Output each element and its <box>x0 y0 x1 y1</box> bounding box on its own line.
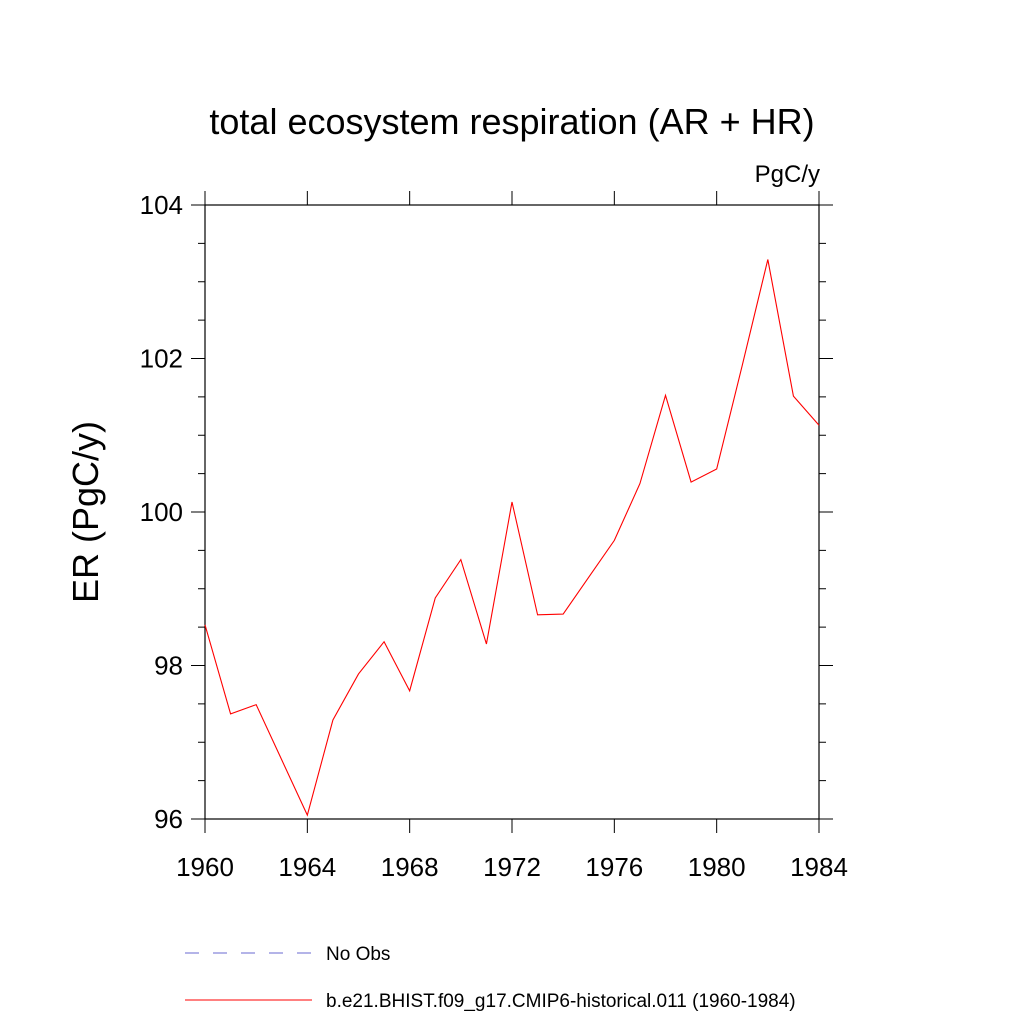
y-tick-label: 100 <box>140 497 183 527</box>
y-tick-label: 104 <box>140 190 183 220</box>
series-group <box>204 259 820 817</box>
y-tick-label: 98 <box>154 651 183 681</box>
x-tick-label: 1980 <box>688 852 746 882</box>
y-tick-labels: 96 98 100 102 104 <box>140 190 183 834</box>
series-line <box>204 259 820 817</box>
x-tick-labels: 1960 1964 1968 1972 1976 1980 1984 <box>176 852 848 882</box>
legend: No Obs b.e21.BHIST.f09_g17.CMIP6-histori… <box>185 944 796 1012</box>
x-tick-label: 1972 <box>483 852 541 882</box>
legend-label-model: b.e21.BHIST.f09_g17.CMIP6-historical.011… <box>326 991 796 1012</box>
x-tick-label: 1960 <box>176 852 234 882</box>
axis-ticks <box>191 191 833 833</box>
x-tick-label: 1968 <box>381 852 439 882</box>
y-tick-label: 102 <box>140 344 183 374</box>
x-tick-label: 1984 <box>790 852 848 882</box>
units-label: PgC/y <box>755 161 820 188</box>
plot-frame <box>204 204 820 820</box>
y-tick-label: 96 <box>154 804 183 834</box>
legend-label-no-obs: No Obs <box>326 944 390 965</box>
x-tick-label: 1964 <box>278 852 336 882</box>
y-axis-label: ER (PgC/y) <box>65 421 106 603</box>
chart-title: total ecosystem respiration (AR + HR) <box>209 101 814 142</box>
x-tick-label: 1976 <box>585 852 643 882</box>
